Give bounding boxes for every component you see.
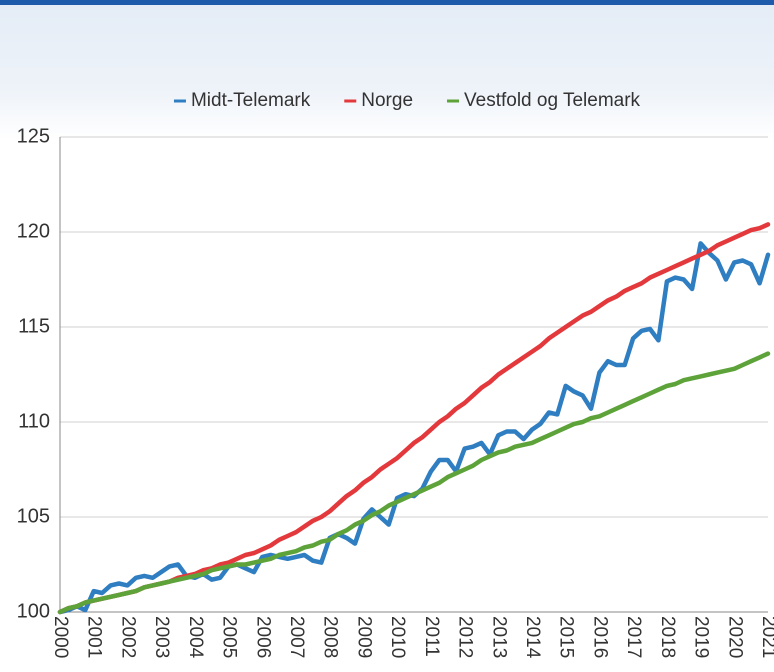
x-tick-label: 2008 (320, 616, 341, 658)
x-tick-label: 2006 (252, 616, 273, 658)
series-line (57, 241, 771, 615)
x-tick-label: 2017 (623, 616, 644, 658)
y-tick-label: 120 (17, 220, 50, 242)
x-tick-label: 2000 (50, 616, 71, 658)
x-tick-label: 2021 (758, 616, 774, 658)
x-tick-label: 2012 (455, 616, 476, 658)
series-line (57, 222, 771, 615)
x-tick-label: 2004 (185, 616, 206, 659)
legend-label: Vestfold og Telemark (464, 90, 641, 111)
y-tick-label: 105 (17, 505, 50, 527)
x-tick-label: 2009 (353, 616, 374, 658)
top-bar (0, 0, 774, 5)
x-tick-label: 2005 (219, 616, 240, 658)
x-tick-label: 2016 (589, 616, 610, 658)
x-tick-label: 2001 (84, 616, 105, 658)
y-tick-label: 110 (18, 410, 50, 432)
legend-label: Norge (361, 90, 413, 111)
y-tick-label: 115 (18, 315, 50, 337)
x-tick-label: 2018 (657, 616, 678, 658)
y-tick-label: 125 (17, 125, 50, 147)
x-tick-label: 2020 (724, 616, 745, 658)
x-tick-label: 2015 (556, 616, 577, 658)
legend: Midt-Telemark Norge Vestfold og Telemark (173, 90, 641, 111)
legend-label: Midt-Telemark (191, 90, 311, 111)
x-tick-label: 2010 (387, 616, 408, 658)
x-tick-label: 2014 (522, 616, 543, 659)
series-line (57, 351, 771, 615)
y-tick-label: 100 (17, 600, 50, 622)
x-tick-label: 2011 (421, 616, 442, 657)
x-tick-label: 2019 (691, 616, 712, 658)
x-tick-label: 2002 (117, 616, 138, 658)
x-tick-label: 2013 (488, 616, 509, 658)
x-tick-label: 2003 (151, 616, 172, 658)
x-tick-label: 2007 (286, 616, 307, 658)
